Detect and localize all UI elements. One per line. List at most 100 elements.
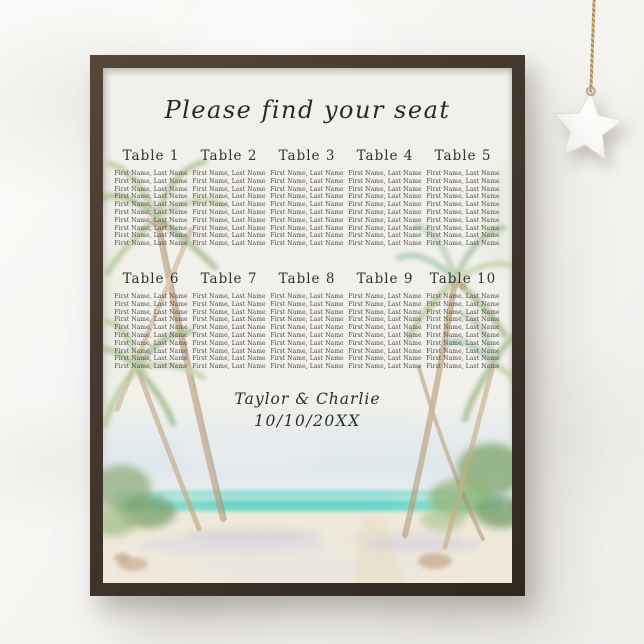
guest-name: First Name, Last Name [426, 232, 500, 240]
table-label: Table 6 [122, 271, 180, 287]
guest-name: First Name, Last Name [348, 324, 422, 332]
guest-name: First Name, Last Name [192, 232, 266, 240]
guest-name: First Name, Last Name [114, 185, 188, 193]
guest-name: First Name, Last Name [114, 331, 188, 339]
guest-name: First Name, Last Name [348, 300, 422, 308]
guest-name: First Name, Last Name [426, 193, 500, 201]
guest-name: First Name, Last Name [270, 339, 344, 347]
guest-name: First Name, Last Name [270, 293, 344, 300]
bushes-left [103, 465, 176, 537]
beach-watercolor-background [103, 157, 512, 583]
guest-name: First Name, Last Name [348, 224, 422, 232]
guest-name: First Name, Last Name [114, 232, 188, 240]
guest-name: First Name, Last Name [270, 316, 344, 324]
guest-name: First Name, Last Name [114, 216, 188, 224]
table-column: Table 4 First Name, Last Name First Name,… [346, 148, 424, 248]
event-date: 10/10/20XX [254, 412, 361, 430]
seating-chart-poster: Please find your seat Table 1 First Name… [103, 68, 512, 583]
guest-name: First Name, Last Name [348, 293, 422, 300]
guest-name: First Name, Last Name [114, 300, 188, 308]
guest-name: First Name, Last Name [348, 185, 422, 193]
table-column: Table 3 First Name, Last Name First Name,… [268, 148, 346, 248]
tables-row-2: Table 6 First Name, Last Name First Name,… [112, 271, 512, 371]
guest-name: First Name, Last Name [192, 193, 266, 201]
twine-string [589, 0, 596, 95]
guest-name: First Name, Last Name [192, 331, 266, 339]
guest-name: First Name, Last Name [114, 355, 188, 363]
star-ornament [541, 0, 641, 190]
guest-list: First Name, Last Name First Name, Last Na… [268, 170, 346, 248]
guest-name: First Name, Last Name [348, 331, 422, 339]
sea [113, 491, 502, 516]
guest-name: First Name, Last Name [348, 201, 422, 209]
guest-name: First Name, Last Name [192, 170, 266, 177]
guest-name: First Name, Last Name [270, 308, 344, 316]
poster-frame: Please find your seat Table 1 First Name… [90, 55, 525, 596]
guest-name: First Name, Last Name [426, 185, 500, 193]
guest-name: First Name, Last Name [192, 208, 266, 216]
guest-name: First Name, Last Name [426, 300, 500, 308]
guest-name: First Name, Last Name [114, 363, 188, 371]
guest-name: First Name, Last Name [270, 363, 344, 371]
table-column: Table 1 First Name, Last Name First Name,… [112, 148, 190, 248]
tables-row-1: Table 1 First Name, Last Name First Name,… [112, 148, 512, 248]
guest-name: First Name, Last Name [270, 355, 344, 363]
guest-name: First Name, Last Name [426, 293, 500, 300]
table-column: Table 2 First Name, Last Name First Name,… [190, 148, 268, 248]
guest-list: First Name, Last Name First Name, Last Na… [424, 293, 502, 371]
table-column: Table 8 First Name, Last Name First Name,… [268, 271, 346, 371]
guest-list: First Name, Last Name First Name, Last Na… [424, 170, 502, 248]
guest-name: First Name, Last Name [426, 347, 500, 355]
guest-name: First Name, Last Name [114, 293, 188, 300]
guest-name: First Name, Last Name [114, 347, 188, 355]
table-column: Table 9 First Name, Last Name First Name,… [346, 271, 424, 371]
guest-name: First Name, Last Name [270, 232, 344, 240]
guest-list: First Name, Last Name First Name, Last Na… [346, 293, 424, 371]
guest-name: First Name, Last Name [192, 293, 266, 300]
guest-name: First Name, Last Name [426, 170, 500, 177]
star-icon [553, 86, 624, 161]
guest-name: First Name, Last Name [426, 363, 500, 371]
guest-name: First Name, Last Name [348, 316, 422, 324]
guest-name: First Name, Last Name [426, 308, 500, 316]
guest-name: First Name, Last Name [114, 193, 188, 201]
guest-name: First Name, Last Name [348, 208, 422, 216]
table-label: Table 10 [429, 271, 497, 287]
guest-name: First Name, Last Name [270, 331, 344, 339]
guest-name: First Name, Last Name [270, 193, 344, 201]
guest-name: First Name, Last Name [426, 316, 500, 324]
guest-name: First Name, Last Name [192, 201, 266, 209]
guest-list: First Name, Last Name First Name, Last Na… [190, 293, 268, 371]
guest-name: First Name, Last Name [114, 201, 188, 209]
guest-name: First Name, Last Name [348, 177, 422, 185]
guest-name: First Name, Last Name [270, 177, 344, 185]
guest-name: First Name, Last Name [348, 355, 422, 363]
table-label: Table 8 [278, 271, 336, 287]
guest-name: First Name, Last Name [114, 316, 188, 324]
guest-name: First Name, Last Name [270, 240, 344, 248]
guest-name: First Name, Last Name [192, 355, 266, 363]
guest-name: First Name, Last Name [348, 193, 422, 201]
table-label: Table 9 [356, 271, 414, 287]
guest-name: First Name, Last Name [114, 170, 188, 177]
table-column: Table 6 First Name, Last Name First Name,… [112, 271, 190, 371]
guest-name: First Name, Last Name [426, 216, 500, 224]
guest-name: First Name, Last Name [426, 201, 500, 209]
guest-name: First Name, Last Name [426, 355, 500, 363]
guest-name: First Name, Last Name [348, 339, 422, 347]
table-label: Table 3 [278, 148, 336, 164]
guest-name: First Name, Last Name [192, 185, 266, 193]
table-column: Table 5 First Name, Last Name First Name,… [424, 148, 502, 248]
guest-list: First Name, Last Name First Name, Last Na… [268, 293, 346, 371]
guest-name: First Name, Last Name [270, 185, 344, 193]
guest-name: First Name, Last Name [270, 208, 344, 216]
guest-name: First Name, Last Name [426, 177, 500, 185]
guest-name: First Name, Last Name [348, 308, 422, 316]
guest-name: First Name, Last Name [114, 308, 188, 316]
guest-name: First Name, Last Name [270, 201, 344, 209]
guest-list: First Name, Last Name First Name, Last Na… [112, 293, 190, 371]
guest-name: First Name, Last Name [114, 208, 188, 216]
guest-name: First Name, Last Name [426, 324, 500, 332]
guest-name: First Name, Last Name [192, 308, 266, 316]
guest-list: First Name, Last Name First Name, Last Na… [190, 170, 268, 248]
